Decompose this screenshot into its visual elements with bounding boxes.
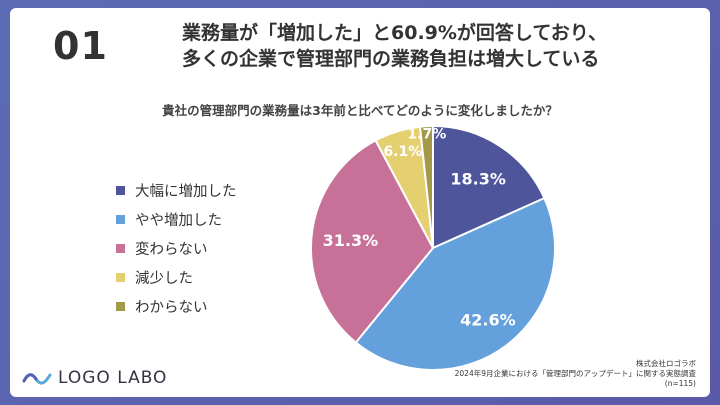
headline-line-2: 多くの企業で管理部門の業務負担は増大している <box>182 48 600 70</box>
slice-data-label: 42.6% <box>460 311 516 330</box>
wave-logo-icon <box>22 373 52 385</box>
legend-item: 変わらない <box>116 234 237 263</box>
legend-item: 減少した <box>116 263 237 292</box>
logo: LOGO LABO <box>22 368 167 388</box>
source-survey: 2024年9月企業における「管理部門のアップデート」に関する実態調査 <box>454 369 696 378</box>
pie-slice <box>418 124 434 249</box>
legend-label: わからない <box>135 300 208 316</box>
slide-number: 01 <box>53 24 108 68</box>
legend-label: 変わらない <box>135 242 208 258</box>
legend-label: やや増加した <box>135 213 222 229</box>
slice-data-label: 31.3% <box>323 231 379 250</box>
legend-item: やや増加した <box>116 205 237 234</box>
legend-swatch <box>116 273 125 282</box>
slice-data-label: 18.3% <box>450 169 506 188</box>
pie-chart: 18.3% 42.6% 31.3% 6.1% 1.7% <box>310 124 556 371</box>
legend-item: わからない <box>116 292 237 321</box>
legend-swatch <box>116 186 125 195</box>
source-sample: (n=115) <box>664 379 696 388</box>
source-company: 株式会社ロゴラボ <box>636 359 696 368</box>
legend-label: 大幅に増加した <box>135 184 237 200</box>
slice-data-label: 6.1% <box>383 144 422 160</box>
chart-legend: 大幅に増加した やや増加した 変わらない減少したわからない <box>116 176 237 321</box>
headline: 業務量が「増加した」と60.9%が回答しており、 多くの企業で管理部門の業務負担… <box>182 20 702 72</box>
legend-swatch <box>116 215 125 224</box>
legend-swatch <box>116 302 125 311</box>
pie-slice <box>432 124 546 250</box>
source-note: 株式会社ロゴラボ 2024年9月企業における「管理部門のアップデート」に関する実… <box>455 359 696 389</box>
slide-card: 01 業務量が「増加した」と60.9%が回答しており、 多くの企業で管理部門の業… <box>10 8 710 397</box>
headline-line-1: 業務量が「増加した」と60.9%が回答しており、 <box>182 22 608 44</box>
slice-data-label: 1.7% <box>407 126 446 142</box>
pie-slice <box>354 196 556 371</box>
chart-question: 貴社の管理部門の業務量は3年前と比べてどのように変化しましたか？ <box>162 103 558 118</box>
legend-swatch <box>116 244 125 253</box>
legend-label: 減少した <box>135 271 193 287</box>
legend-item: 大幅に増加した <box>116 176 237 205</box>
logo-text: LOGO LABO <box>58 368 168 388</box>
